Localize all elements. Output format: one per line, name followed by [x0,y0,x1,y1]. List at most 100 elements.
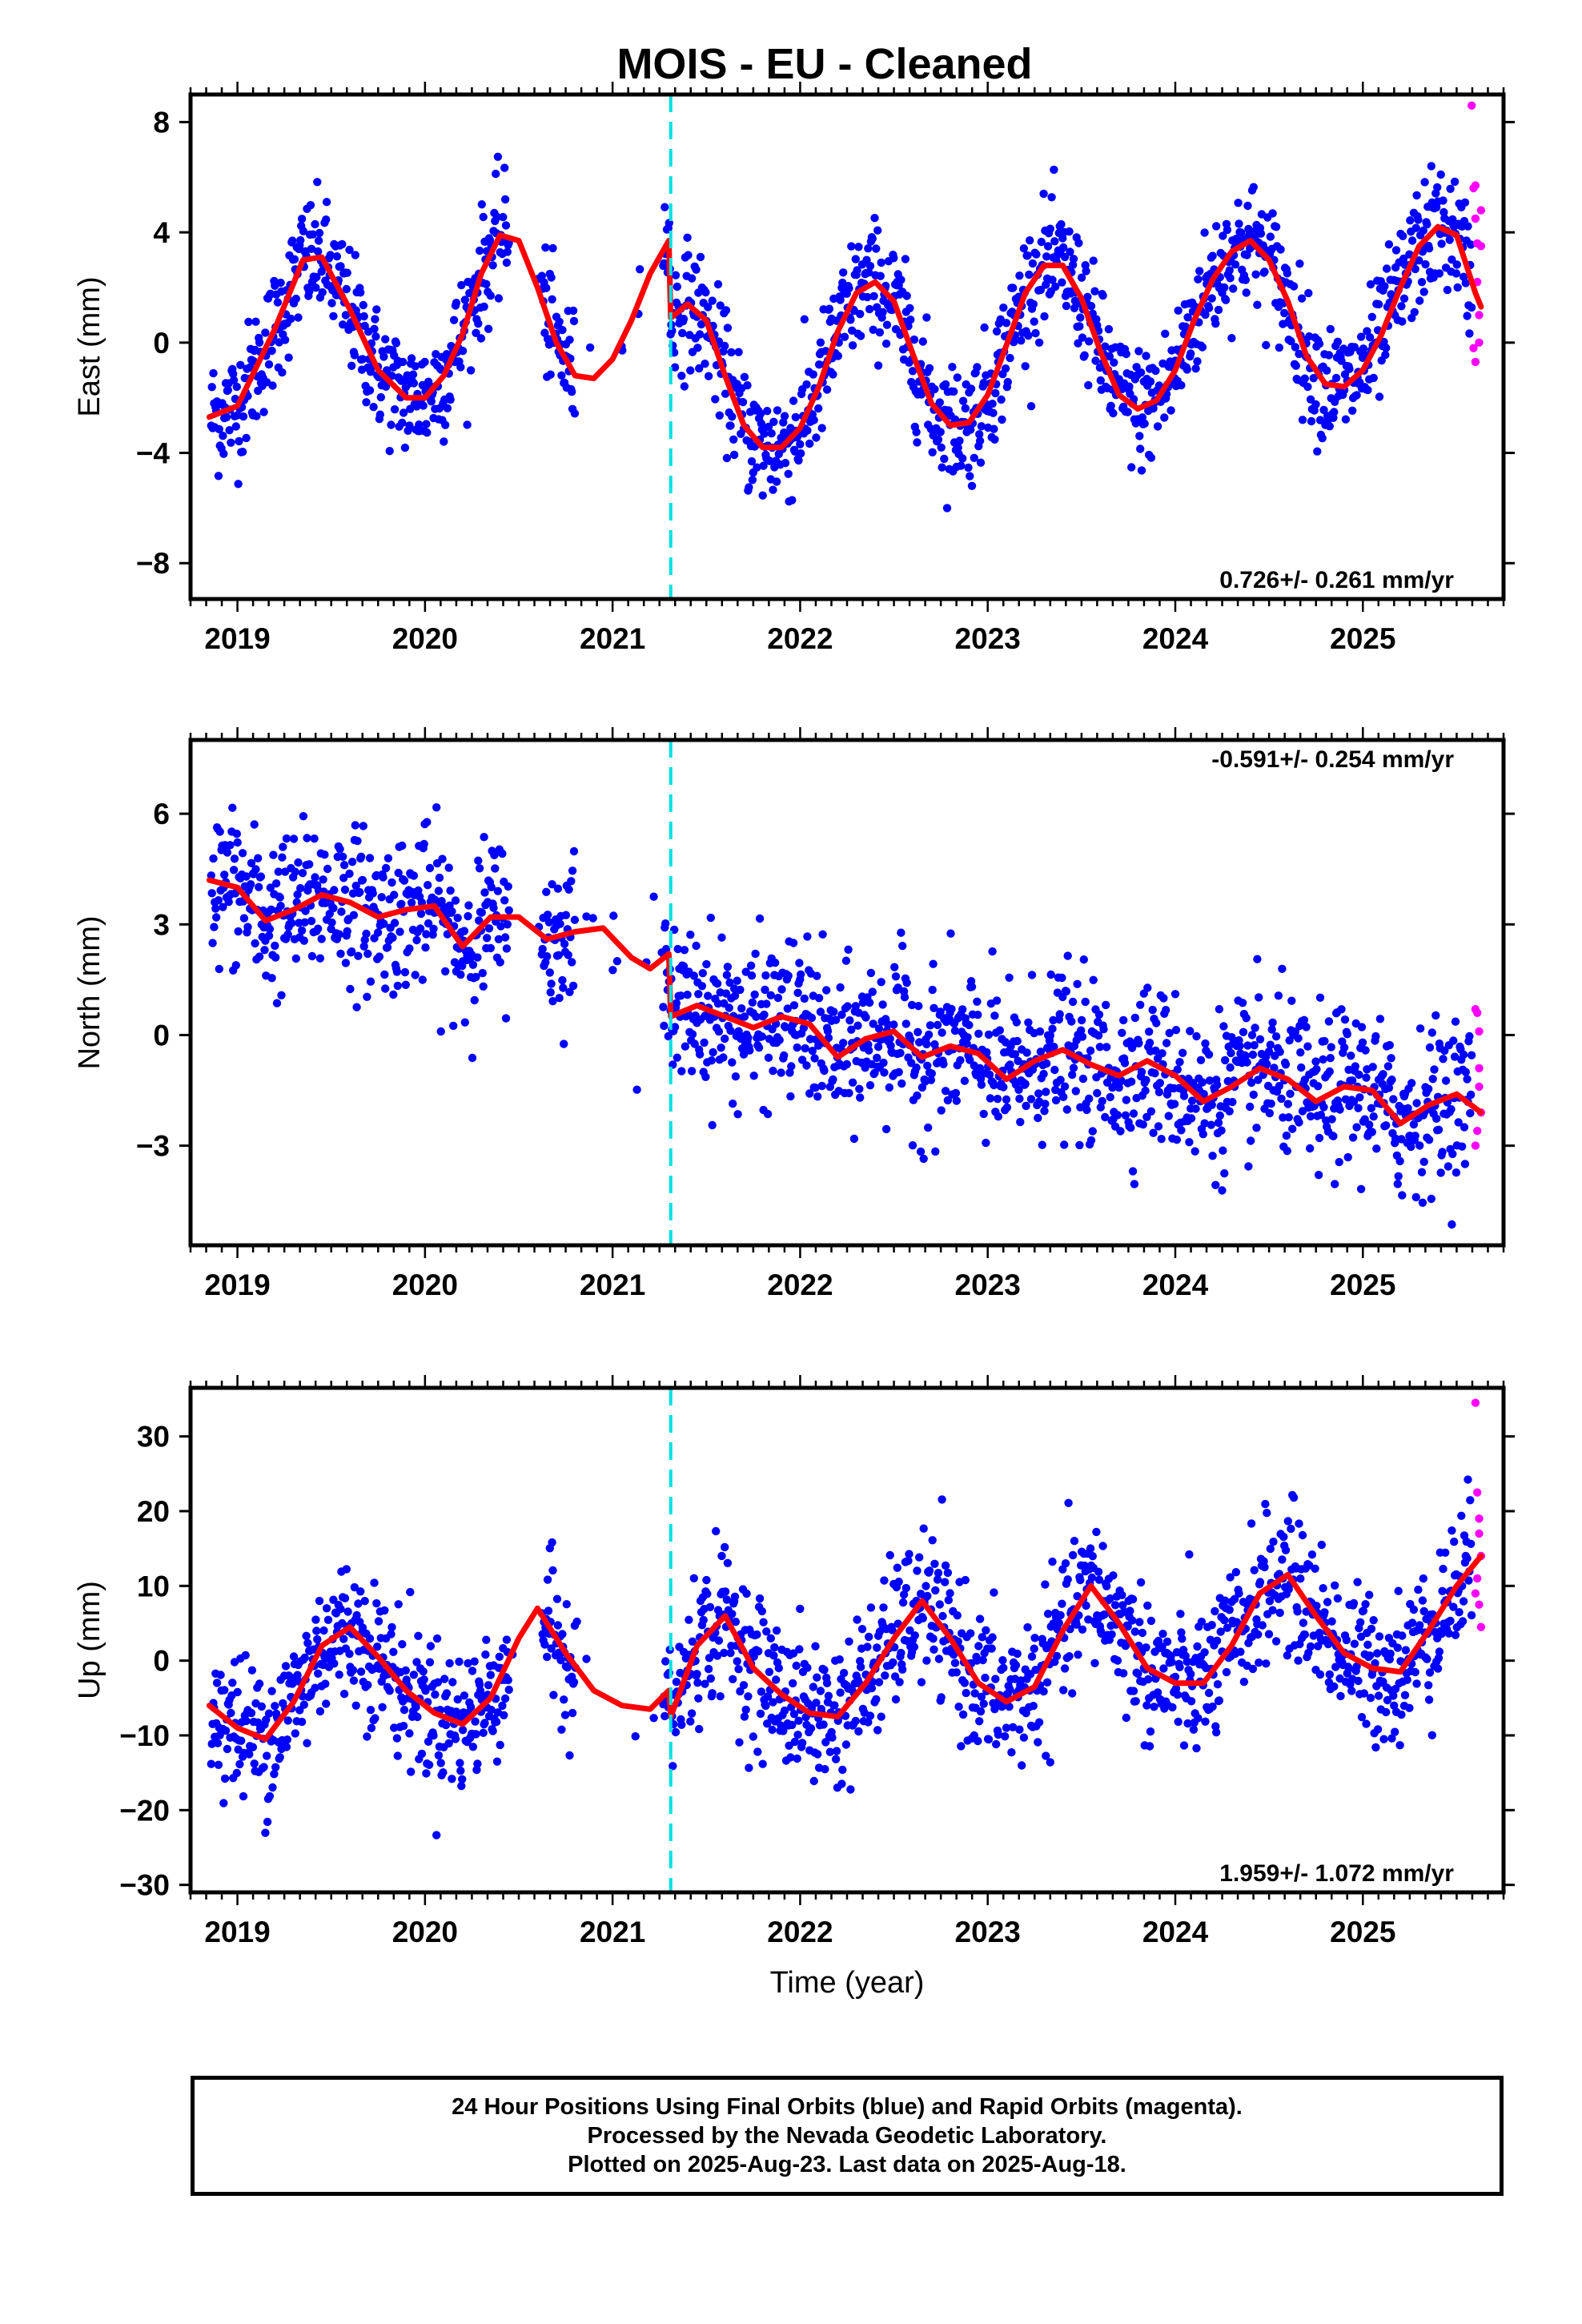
final-orbit-point [856,309,865,319]
final-orbit-point [713,999,723,1008]
final-orbit-point [698,969,707,978]
final-orbit-point [548,1538,556,1547]
final-orbit-point [843,1002,852,1011]
final-orbit-point [1372,1144,1381,1153]
final-orbit-point [432,803,441,812]
final-orbit-point [1050,1065,1059,1075]
final-orbit-point [381,335,390,344]
final-orbit-point [1343,1030,1352,1039]
final-orbit-point [1461,279,1471,287]
final-orbit-point [1411,264,1419,274]
final-orbit-point [1320,1036,1329,1046]
final-orbit-point [1178,1048,1187,1058]
final-orbit-point [385,447,394,456]
final-orbit-point [1443,1162,1453,1171]
final-orbit-point [1120,1059,1130,1068]
final-orbit-point [476,334,486,343]
final-orbit-point [1459,1050,1468,1059]
final-orbit-point [252,412,261,420]
final-orbit-point [1417,278,1427,287]
final-orbit-point [812,1699,821,1707]
final-orbit-point [946,1589,954,1598]
final-orbit-point [1348,1076,1357,1085]
final-orbit-point [1046,1031,1055,1040]
final-orbit-point [966,472,974,480]
final-orbit-point [1130,1013,1140,1023]
final-orbit-point [677,1720,686,1729]
final-orbit-point [401,980,410,990]
final-orbit-point [785,1068,794,1077]
final-orbit-point [233,1687,242,1697]
final-orbit-point [855,1084,864,1094]
final-orbit-point [342,284,351,294]
final-orbit-point [1419,1157,1428,1167]
final-orbit-point [296,883,305,893]
final-orbit-point [714,1027,724,1036]
final-orbit-point [854,1727,863,1736]
final-orbit-point [741,1705,750,1715]
final-orbit-point [1034,1089,1043,1098]
final-orbit-point [1359,344,1368,353]
final-orbit-point [671,1727,681,1737]
final-orbit-point [758,491,767,500]
final-orbit-point [1382,1121,1391,1130]
final-orbit-point [775,1035,784,1044]
final-orbit-point [1255,993,1263,1002]
final-orbit-point [821,1765,829,1774]
final-orbit-point [1199,1090,1208,1099]
final-orbit-point [1250,1566,1259,1574]
final-orbit-point [1225,266,1234,275]
final-orbit-point [351,821,359,830]
final-orbit-point [777,1068,785,1077]
final-orbit-point [1212,1080,1222,1089]
final-orbit-point [1085,1094,1094,1104]
final-orbit-point [769,1067,777,1076]
final-orbit-point [255,883,263,891]
final-orbit-point [352,1610,361,1620]
final-orbit-point [723,1558,733,1568]
final-orbit-point [291,954,300,963]
final-orbit-point [1249,183,1259,191]
final-orbit-point [412,1703,420,1711]
final-orbit-point [1219,1146,1227,1155]
final-orbit-point [307,951,317,961]
final-orbit-point [429,1731,438,1740]
final-orbit-point [1082,267,1090,275]
final-orbit-point [1060,1082,1070,1091]
final-orbit-point [1214,305,1223,315]
final-orbit-point [543,1575,552,1584]
final-orbit-point [1297,1063,1306,1072]
final-orbit-point [219,432,227,440]
final-orbit-point [1079,955,1089,964]
final-orbit-point [1274,991,1283,1000]
final-orbit-point [379,352,388,361]
final-orbit-point [984,1030,994,1039]
final-orbit-point [492,1717,501,1727]
final-orbit-point [761,985,769,995]
final-orbit-point [393,981,402,991]
final-orbit-point [259,1763,268,1771]
final-orbit-point [1443,285,1452,295]
final-orbit-point [501,1014,511,1023]
final-orbit-point [322,215,331,224]
final-orbit-point [1460,1123,1469,1132]
final-orbit-point [1247,1031,1257,1039]
final-orbit-point [315,954,325,963]
final-orbit-point [1028,259,1038,268]
final-orbit-point [990,1011,999,1020]
final-orbit-point [1427,1194,1436,1204]
final-orbit-point [1297,294,1307,303]
final-orbit-point [503,920,512,929]
final-orbit-point [699,1615,708,1625]
x-tick-label: 2023 [955,1269,1021,1301]
final-orbit-point [390,405,400,414]
final-orbit-point [339,874,348,883]
final-orbit-point [953,373,962,382]
final-orbit-point [1427,1028,1437,1037]
final-orbit-point [752,1012,761,1021]
final-orbit-point [337,907,346,916]
final-orbit-point [683,233,692,242]
final-orbit-point [672,1678,681,1687]
final-orbit-point [910,1631,920,1640]
final-orbit-point [436,1027,445,1036]
